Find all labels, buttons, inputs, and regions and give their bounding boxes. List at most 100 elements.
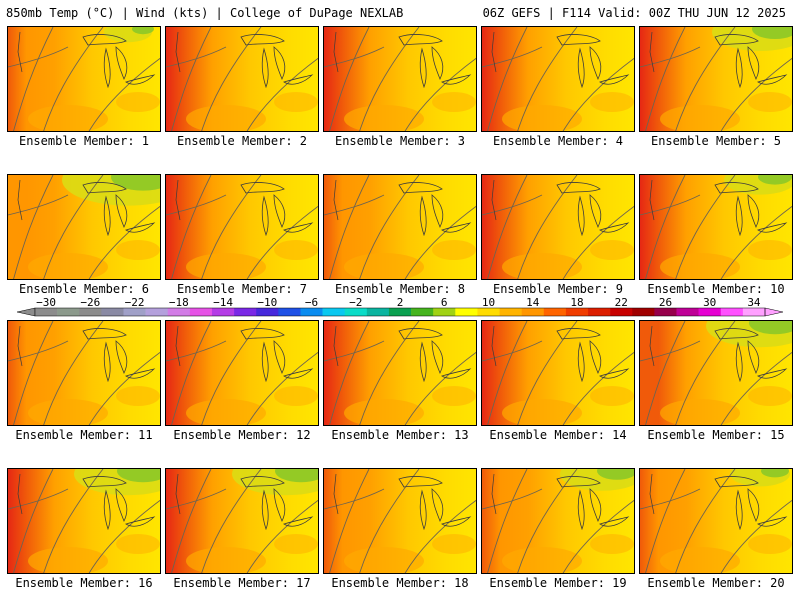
colorbar-swatch <box>477 308 500 316</box>
ensemble-member-label: Ensemble Member: 11 <box>15 428 153 442</box>
colorbar-tick-label: 18 <box>570 297 583 309</box>
colorbar-tick-label: −6 <box>305 297 318 309</box>
ensemble-member-panel: Ensemble Member: 20 <box>639 468 793 593</box>
colorbar-swatch <box>211 308 235 316</box>
ensemble-member-label: Ensemble Member: 6 <box>18 282 150 296</box>
temperature-map <box>165 26 319 132</box>
colorbar-swatch <box>145 308 169 316</box>
ensemble-member-label: Ensemble Member: 19 <box>489 576 627 590</box>
colorbar-swatch <box>300 308 323 316</box>
temperature-map <box>639 468 793 574</box>
ensemble-member-panel: Ensemble Member: 19 <box>481 468 635 593</box>
ensemble-member-label: Ensemble Member: 12 <box>173 428 311 442</box>
temperature-map <box>481 26 635 132</box>
ensemble-member-panel: Ensemble Member: 16 <box>7 468 161 593</box>
map-graphic <box>166 469 318 573</box>
colorbar-swatch <box>388 308 412 316</box>
colorbar-swatch <box>344 308 368 316</box>
ensemble-member-label: Ensemble Member: 9 <box>492 282 624 296</box>
map-graphic <box>166 175 318 279</box>
temperature-map <box>7 26 161 132</box>
ensemble-member-panel: Ensemble Member: 10 <box>639 174 793 299</box>
ensemble-member-panel: Ensemble Member: 4 <box>481 26 635 151</box>
colorbar-swatch <box>720 308 744 316</box>
ensemble-member-label: Ensemble Member: 8 <box>334 282 466 296</box>
colorbar-tick-label: 2 <box>397 297 404 309</box>
temperature-map <box>639 26 793 132</box>
temperature-map <box>165 320 319 426</box>
temperature-map <box>165 174 319 280</box>
colorbar-swatch <box>455 308 478 316</box>
colorbar-swatch <box>57 308 80 316</box>
colorbar-tick-label: 6 <box>441 297 448 309</box>
colorbar-swatch <box>698 308 722 316</box>
colorbar-swatch <box>123 308 146 316</box>
temperature-map <box>481 468 635 574</box>
map-graphic <box>640 469 792 573</box>
map-graphic <box>482 321 634 425</box>
map-graphic <box>8 321 160 425</box>
ensemble-member-label: Ensemble Member: 17 <box>173 576 311 590</box>
ensemble-member-panel: Ensemble Member: 11 <box>7 320 161 445</box>
ensemble-member-label: Ensemble Member: 13 <box>331 428 469 442</box>
ensemble-member-panel: Ensemble Member: 14 <box>481 320 635 445</box>
ensemble-member-panel: Ensemble Member: 3 <box>323 26 477 151</box>
temperature-map <box>481 174 635 280</box>
colorbar-swatch <box>234 308 257 316</box>
colorbar-swatch <box>543 308 567 316</box>
temperature-map <box>7 174 161 280</box>
temperature-map <box>165 468 319 574</box>
ensemble-member-label: Ensemble Member: 4 <box>492 134 624 148</box>
map-graphic <box>8 175 160 279</box>
colorbar-swatch <box>322 308 345 316</box>
colorbar-swatch <box>101 308 124 316</box>
temperature-map <box>323 26 477 132</box>
header-left-title: 850mb Temp (°C) | Wind (kts) | College o… <box>6 6 404 20</box>
temperature-map <box>481 320 635 426</box>
temperature-map <box>7 320 161 426</box>
colorbar-swatch <box>79 308 102 316</box>
colorbar-swatch <box>610 308 633 316</box>
colorbar-swatch <box>256 308 279 316</box>
map-graphic <box>166 321 318 425</box>
map-graphic <box>324 469 476 573</box>
ensemble-member-label: Ensemble Member: 7 <box>176 282 308 296</box>
ensemble-member-label: Ensemble Member: 1 <box>18 134 150 148</box>
map-graphic <box>324 321 476 425</box>
temperature-map <box>323 320 477 426</box>
map-graphic <box>324 175 476 279</box>
colorbar-swatch <box>189 308 213 316</box>
ensemble-member-label: Ensemble Member: 14 <box>489 428 627 442</box>
temperature-map <box>323 174 477 280</box>
colorbar-swatch <box>588 308 611 316</box>
colorbar-swatch <box>654 308 677 316</box>
ensemble-member-panel: Ensemble Member: 13 <box>323 320 477 445</box>
colorbar-tick-label: −26 <box>80 297 100 309</box>
ensemble-member-label: Ensemble Member: 10 <box>647 282 785 296</box>
map-graphic <box>166 27 318 131</box>
ensemble-member-label: Ensemble Member: 3 <box>334 134 466 148</box>
map-graphic <box>482 469 634 573</box>
colorbar-tick-label: 30 <box>703 297 716 309</box>
ensemble-member-panel: Ensemble Member: 7 <box>165 174 319 299</box>
colorbar-tick-label: 26 <box>659 297 672 309</box>
colorbar-swatch <box>676 308 699 316</box>
temperature-map <box>323 468 477 574</box>
header-right-title: 06Z GEFS | F114 Valid: 00Z THU JUN 12 20… <box>482 6 786 20</box>
colorbar-tick-label: 14 <box>526 297 540 309</box>
ensemble-member-panel: Ensemble Member: 8 <box>323 174 477 299</box>
ensemble-member-panel: Ensemble Member: 1 <box>7 26 161 151</box>
colorbar-tick-label: −2 <box>349 297 362 309</box>
map-graphic <box>8 27 160 131</box>
map-graphic <box>482 175 634 279</box>
colorbar-swatch <box>411 308 434 316</box>
colorbar-swatch <box>565 308 589 316</box>
ensemble-member-panel: Ensemble Member: 6 <box>7 174 161 299</box>
ensemble-member-panel: Ensemble Member: 15 <box>639 320 793 445</box>
ensemble-member-panel: Ensemble Member: 18 <box>323 468 477 593</box>
ensemble-member-panel: Ensemble Member: 12 <box>165 320 319 445</box>
ensemble-member-label: Ensemble Member: 15 <box>647 428 785 442</box>
colorbar-swatch <box>521 308 545 316</box>
colorbar-swatch <box>499 308 522 316</box>
ensemble-member-label: Ensemble Member: 5 <box>650 134 782 148</box>
